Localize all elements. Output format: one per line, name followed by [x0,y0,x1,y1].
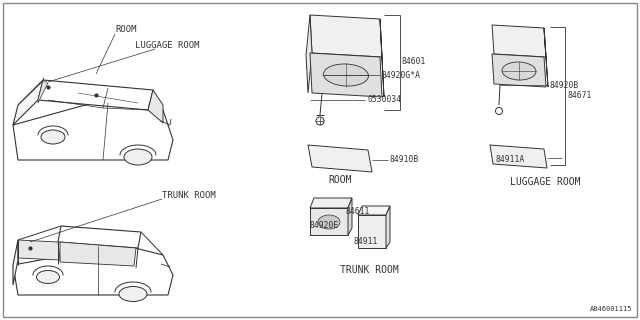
Polygon shape [310,208,348,235]
Polygon shape [13,100,173,160]
Text: TRUNK ROOM: TRUNK ROOM [162,190,216,199]
Text: 84671: 84671 [567,92,591,100]
Ellipse shape [41,130,65,144]
Text: LUGGAGE ROOM: LUGGAGE ROOM [135,41,200,50]
Polygon shape [544,28,548,87]
Text: 0530034: 0530034 [367,95,401,105]
Ellipse shape [119,286,147,301]
Text: 84920B: 84920B [550,81,579,90]
Polygon shape [490,145,547,168]
Ellipse shape [502,62,536,80]
Text: 84911A: 84911A [496,156,525,164]
Text: LUGGAGE ROOM: LUGGAGE ROOM [510,177,580,187]
Polygon shape [358,215,386,248]
Ellipse shape [318,215,340,229]
Text: 84920G*A: 84920G*A [382,70,421,79]
Text: A846001115: A846001115 [589,306,632,312]
Ellipse shape [495,108,502,115]
Text: 84911: 84911 [354,237,378,246]
Polygon shape [13,245,173,295]
Polygon shape [380,19,384,97]
Polygon shape [492,54,546,87]
Polygon shape [348,198,352,235]
Text: ROOM: ROOM [115,26,136,35]
Polygon shape [38,80,153,110]
Polygon shape [308,145,372,172]
Text: 84601: 84601 [402,58,426,67]
Text: 84611: 84611 [346,207,371,217]
Polygon shape [58,226,141,248]
Polygon shape [310,198,352,208]
Text: ROOM: ROOM [328,175,351,185]
Polygon shape [310,53,382,97]
Polygon shape [306,15,312,93]
Polygon shape [38,80,48,103]
Text: 84910B: 84910B [390,156,419,164]
Polygon shape [386,206,390,248]
Polygon shape [13,240,18,285]
Text: TRUNK ROOM: TRUNK ROOM [340,265,399,275]
Polygon shape [310,15,382,57]
Ellipse shape [36,270,60,284]
Text: 84920E: 84920E [310,220,339,229]
Polygon shape [358,206,390,215]
Ellipse shape [324,64,369,86]
Ellipse shape [316,117,324,125]
Polygon shape [492,25,546,57]
Polygon shape [18,240,60,260]
Polygon shape [13,80,43,125]
Ellipse shape [124,149,152,165]
Polygon shape [60,242,136,266]
Polygon shape [148,90,163,123]
